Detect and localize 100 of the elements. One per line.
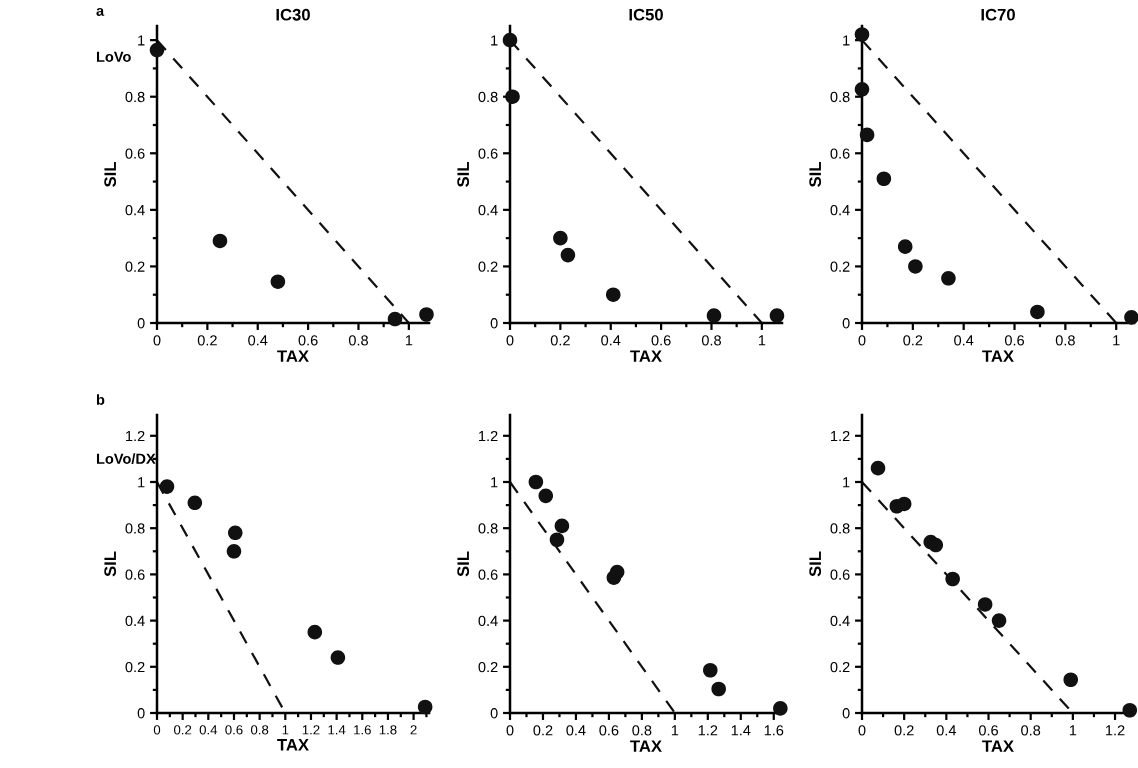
point: [945, 571, 960, 587]
point: [1063, 672, 1079, 688]
x-tick-label: 1.4: [328, 725, 346, 735]
point: [307, 624, 323, 640]
x-tick-label: 0.4: [248, 335, 268, 346]
y-tick-label: 1: [138, 35, 145, 46]
x-tick-label: 0.8: [348, 335, 368, 346]
x-tick-label: 0.6: [651, 335, 671, 346]
point: [941, 271, 956, 286]
y-tick-label: 0: [137, 708, 145, 719]
x-tick-label: 1: [405, 335, 413, 346]
y-tick-label: 0.4: [478, 615, 498, 627]
y-tick-label: 0.6: [478, 148, 498, 159]
y-tick-label: 0.6: [125, 569, 145, 580]
x-tick-label: 0.6: [225, 725, 243, 735]
x-tick-label: 1: [1069, 725, 1077, 736]
y-axis-title: SIL: [457, 162, 470, 187]
point: [1122, 702, 1138, 718]
point: [553, 230, 568, 246]
x-tick-label: 1.6: [354, 725, 371, 735]
y-tick-label: 0.8: [830, 523, 850, 534]
x-tick-label: 0.2: [533, 725, 553, 736]
x-tick-label: 0.8: [250, 725, 269, 735]
point: [502, 32, 518, 48]
x-tick-label: 0.4: [954, 335, 974, 346]
chart-title: IC30: [276, 8, 310, 21]
y-tick-label: 0.4: [830, 204, 850, 216]
point: [1124, 310, 1138, 325]
y-tick-label: 0.8: [125, 523, 145, 534]
text: b: [96, 394, 105, 405]
x-axis-title: TAX: [982, 740, 1014, 752]
point: [212, 233, 228, 249]
point: [859, 127, 875, 143]
point: [854, 27, 870, 42]
x-axis-title: TAX: [277, 350, 309, 362]
chart-title: IC70: [981, 8, 1015, 21]
y-tick-label: 1: [491, 477, 498, 488]
y-tick-label: 0.8: [125, 91, 145, 103]
point: [605, 287, 621, 302]
x-axis-title: TAX: [630, 350, 662, 362]
y-tick-label: 1.2: [831, 430, 850, 442]
x-tick-label: 1.2: [698, 725, 718, 736]
y-tick-label: 0.6: [478, 569, 498, 580]
x-tick-label: 1: [671, 725, 679, 736]
y-tick-label: 0.2: [125, 661, 145, 673]
point: [711, 681, 726, 697]
point: [854, 82, 870, 97]
point: [187, 495, 203, 511]
x-tick-label: 0.6: [599, 725, 619, 736]
point: [703, 662, 718, 678]
y-tick-label: 0.4: [125, 615, 145, 627]
point: [226, 544, 242, 559]
x-tick-label: 1: [282, 725, 289, 735]
y-tick-label: 0.2: [830, 261, 850, 272]
x-tick-label: 0: [153, 725, 161, 735]
x-tick-label: 0.2: [174, 725, 192, 735]
x-axis-title: TAX: [982, 350, 1014, 362]
y-tick-label: 0: [842, 708, 850, 719]
x-tick-label: 0.6: [978, 725, 999, 736]
x-tick-label: 0.4: [936, 725, 957, 736]
point: [706, 308, 722, 323]
x-tick-label: 1: [758, 335, 766, 346]
point: [270, 274, 286, 289]
point: [560, 247, 576, 263]
x-tick-label: 0: [506, 335, 514, 346]
point: [528, 474, 544, 490]
y-axis-title: SIL: [457, 551, 470, 577]
x-tick-label: 0.2: [903, 335, 923, 346]
point: [928, 537, 944, 553]
x-tick-label: 0.8: [1055, 335, 1075, 346]
y-tick-label: 0.2: [125, 261, 145, 272]
x-tick-label: 1: [1113, 335, 1120, 346]
point: [977, 597, 993, 612]
x-tick-label: 0: [506, 725, 514, 736]
x-tick-label: 0.8: [701, 335, 721, 346]
y-axis-title: SIL: [809, 551, 822, 577]
y-tick-label: 0.2: [830, 661, 850, 673]
x-tick-label: 0: [858, 725, 866, 736]
y-axis-title: SIL: [809, 162, 822, 187]
x-tick-label: 0.6: [298, 335, 318, 346]
point: [769, 308, 785, 323]
y-tick-label: 0: [137, 318, 145, 329]
point: [417, 699, 433, 715]
point: [870, 460, 886, 476]
y-tick-label: 0.2: [478, 261, 498, 272]
x-axis-title: TAX: [630, 740, 662, 752]
x-tick-label: 0: [153, 335, 161, 346]
point: [991, 613, 1007, 628]
point: [505, 89, 520, 104]
x-tick-label: 1.2: [302, 725, 320, 735]
x-tick-label: 0.2: [894, 725, 914, 736]
point: [549, 532, 565, 548]
point: [159, 479, 175, 494]
x-tick-label: 1.6: [764, 725, 784, 736]
y-axis-title: SIL: [104, 551, 117, 577]
x-tick-label: 1.8: [379, 725, 397, 735]
x-tick-label: 0: [858, 335, 866, 346]
x-tick-label: 0.4: [199, 725, 218, 735]
point: [908, 259, 923, 274]
x-tick-label: 0.8: [632, 725, 652, 736]
